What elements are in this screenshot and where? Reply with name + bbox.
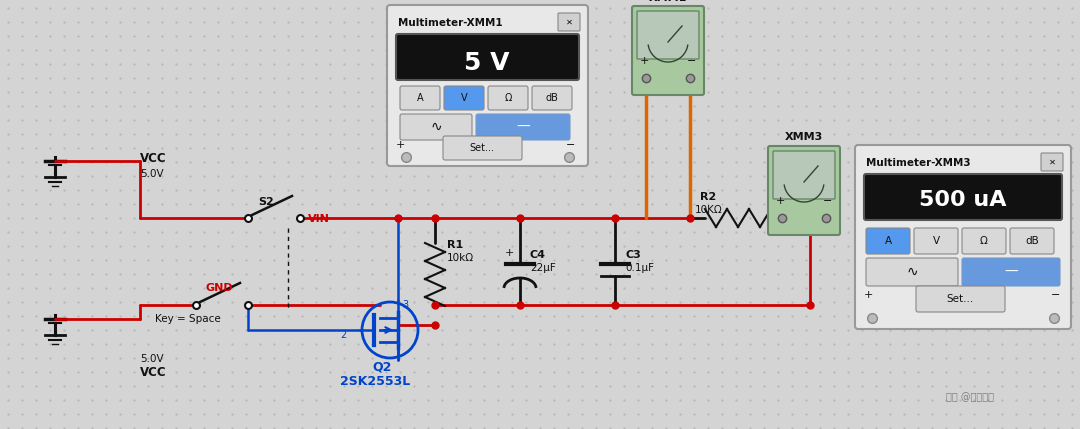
Text: ✕: ✕ bbox=[1049, 157, 1055, 166]
Text: R2: R2 bbox=[700, 192, 716, 202]
FancyBboxPatch shape bbox=[488, 86, 528, 110]
FancyBboxPatch shape bbox=[476, 114, 570, 140]
Text: Ω: Ω bbox=[504, 93, 512, 103]
FancyBboxPatch shape bbox=[914, 228, 958, 254]
FancyBboxPatch shape bbox=[400, 114, 472, 140]
Text: C3: C3 bbox=[625, 250, 640, 260]
Text: ✕: ✕ bbox=[566, 18, 572, 27]
Text: A: A bbox=[885, 236, 892, 246]
Text: −: − bbox=[1051, 290, 1059, 300]
Text: A: A bbox=[417, 93, 423, 103]
Text: 5 V: 5 V bbox=[464, 51, 510, 75]
Text: −: − bbox=[823, 196, 833, 206]
FancyBboxPatch shape bbox=[962, 228, 1005, 254]
Text: −: − bbox=[687, 56, 697, 66]
Text: 10kΩ: 10kΩ bbox=[447, 253, 474, 263]
FancyBboxPatch shape bbox=[443, 136, 522, 160]
Text: Multimeter-XMM1: Multimeter-XMM1 bbox=[399, 18, 502, 28]
Text: 22μF: 22μF bbox=[530, 263, 556, 273]
FancyBboxPatch shape bbox=[558, 13, 580, 31]
Text: 3: 3 bbox=[402, 300, 408, 310]
FancyBboxPatch shape bbox=[400, 86, 440, 110]
FancyBboxPatch shape bbox=[773, 151, 835, 199]
Text: VIN: VIN bbox=[308, 214, 329, 224]
FancyBboxPatch shape bbox=[866, 258, 958, 286]
Text: 5.0V: 5.0V bbox=[140, 354, 164, 364]
Text: Multimeter-XMM3: Multimeter-XMM3 bbox=[866, 158, 971, 168]
FancyBboxPatch shape bbox=[632, 6, 704, 95]
FancyBboxPatch shape bbox=[864, 174, 1062, 220]
FancyBboxPatch shape bbox=[916, 286, 1005, 312]
Text: S2: S2 bbox=[258, 197, 273, 207]
FancyBboxPatch shape bbox=[532, 86, 572, 110]
FancyBboxPatch shape bbox=[444, 86, 484, 110]
Text: 0.1μF: 0.1μF bbox=[625, 263, 654, 273]
FancyBboxPatch shape bbox=[637, 11, 699, 59]
Text: 10KΩ: 10KΩ bbox=[696, 205, 723, 215]
Text: Q2: Q2 bbox=[372, 360, 391, 373]
Text: Set...: Set... bbox=[946, 294, 974, 304]
Text: C4: C4 bbox=[530, 250, 546, 260]
Text: V: V bbox=[461, 93, 468, 103]
Text: ∿: ∿ bbox=[430, 120, 442, 134]
Text: Key = Space: Key = Space bbox=[156, 314, 220, 324]
Text: +: + bbox=[505, 248, 514, 258]
FancyBboxPatch shape bbox=[768, 146, 840, 235]
FancyBboxPatch shape bbox=[962, 258, 1059, 286]
FancyBboxPatch shape bbox=[1041, 153, 1063, 171]
Text: XMM1: XMM1 bbox=[649, 0, 687, 3]
Text: dB: dB bbox=[545, 93, 558, 103]
FancyBboxPatch shape bbox=[855, 145, 1071, 329]
Text: dB: dB bbox=[1025, 236, 1039, 246]
FancyBboxPatch shape bbox=[866, 228, 910, 254]
Text: VCC: VCC bbox=[140, 152, 166, 165]
Text: 500 uA: 500 uA bbox=[919, 190, 1007, 210]
Text: 2SK2553L: 2SK2553L bbox=[340, 375, 410, 388]
Text: VCC: VCC bbox=[140, 366, 166, 379]
Text: Ω: Ω bbox=[980, 236, 988, 246]
Text: R1: R1 bbox=[447, 240, 463, 250]
FancyBboxPatch shape bbox=[1010, 228, 1054, 254]
Text: +: + bbox=[639, 56, 649, 66]
Text: GND: GND bbox=[206, 283, 233, 293]
Text: +: + bbox=[396, 140, 405, 150]
Text: −: − bbox=[566, 140, 575, 150]
Text: 2: 2 bbox=[340, 330, 347, 340]
FancyBboxPatch shape bbox=[387, 5, 588, 166]
Text: —: — bbox=[1004, 265, 1017, 279]
FancyBboxPatch shape bbox=[396, 34, 579, 80]
Text: ∿: ∿ bbox=[906, 265, 918, 279]
Text: Set...: Set... bbox=[470, 143, 495, 153]
Text: +: + bbox=[864, 290, 874, 300]
Text: —: — bbox=[516, 120, 530, 134]
Text: 头条 @芯闻资讯: 头条 @芯闻资讯 bbox=[946, 392, 994, 402]
Text: +: + bbox=[775, 196, 785, 206]
Text: 5.0V: 5.0V bbox=[140, 169, 164, 179]
Text: V: V bbox=[932, 236, 940, 246]
Text: XMM3: XMM3 bbox=[785, 132, 823, 142]
